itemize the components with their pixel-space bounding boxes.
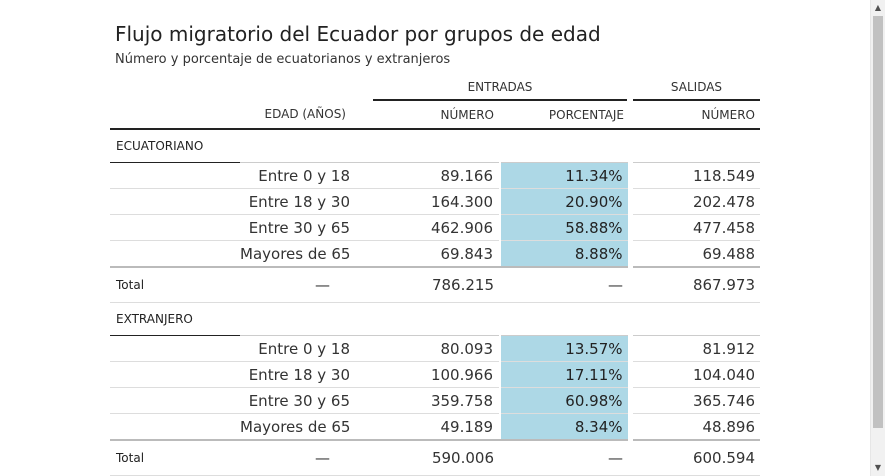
entradas-numero-cell: 80.093 <box>370 335 500 362</box>
entradas-numero-cell: 359.758 <box>370 387 500 414</box>
age-group-cell: Entre 18 y 30 <box>240 361 370 388</box>
entradas-porcentaje-cell: 58.88% <box>499 214 633 241</box>
total-porcentaje-dash: — <box>500 267 630 303</box>
total-porcentaje-dash: — <box>500 440 630 476</box>
entradas-porcentaje-cell: 8.34% <box>499 413 633 441</box>
entradas-numero-cell: 49.189 <box>370 413 500 441</box>
salidas-numero-cell: 48.896 <box>630 413 760 441</box>
total-salidas-cell: 600.594 <box>630 440 760 476</box>
salidas-numero-cell: 81.912 <box>630 335 760 362</box>
column-header-row: EDAD (AÑOS) NÚMERO PORCENTAJE NÚMERO <box>110 100 760 130</box>
salidas-numero-cell: 118.549 <box>630 162 760 189</box>
salidas-numero-cell: 104.040 <box>630 361 760 388</box>
entradas-porcentaje-cell: 11.34% <box>499 162 633 189</box>
entradas-numero-cell: 462.906 <box>370 214 500 241</box>
page-subtitle: Número y porcentaje de ecuatorianos y ex… <box>115 52 451 67</box>
empty-cell <box>110 240 240 268</box>
scroll-down-arrow-icon[interactable]: ▼ <box>874 463 882 472</box>
empty-cell <box>110 214 240 241</box>
migration-table: ENTRADAS SALIDAS EDAD (AÑOS) NÚMERO PORC… <box>110 74 760 476</box>
entradas-numero-cell: 69.843 <box>370 240 500 268</box>
edad-column-header: EDAD (AÑOS) <box>240 100 370 130</box>
scroll-up-arrow-icon[interactable]: ▲ <box>874 3 882 12</box>
group-header-row: ENTRADAS SALIDAS <box>110 74 760 101</box>
section-label: ECUATORIANO <box>110 129 240 163</box>
age-group-cell: Mayores de 65 <box>240 240 370 268</box>
total-age-dash: — <box>240 267 370 303</box>
salidas-numero-cell: 202.478 <box>630 188 760 215</box>
vertical-scrollbar[interactable]: ▲ ▼ <box>870 0 885 476</box>
table-row: Entre 18 y 30 100.966 17.11% 104.040 <box>110 361 760 388</box>
total-salidas-cell: 867.973 <box>630 267 760 303</box>
table-row: Entre 0 y 18 80.093 13.57% 81.912 <box>110 335 760 362</box>
empty-cell <box>240 302 760 336</box>
table-row: Mayores de 65 69.843 8.88% 69.488 <box>110 240 760 268</box>
section-header-row: EXTRANJERO <box>110 302 760 336</box>
salidas-numero-column-header: NÚMERO <box>630 100 760 130</box>
entradas-porcentaje-cell: 13.57% <box>499 335 633 362</box>
total-age-dash: — <box>240 440 370 476</box>
empty-cell <box>110 413 240 441</box>
entradas-porcentaje-cell: 20.90% <box>499 188 633 215</box>
entradas-numero-cell: 100.966 <box>370 361 500 388</box>
total-row: Total —590.006—600.594 <box>110 440 760 476</box>
entradas-numero-cell: 164.300 <box>370 188 500 215</box>
age-group-cell: Entre 18 y 30 <box>240 188 370 215</box>
empty-cell <box>110 100 240 130</box>
salidas-group-header: SALIDAS <box>627 74 760 101</box>
age-group-cell: Entre 0 y 18 <box>240 162 370 189</box>
porcentaje-column-header: PORCENTAJE <box>500 100 630 130</box>
total-entradas-cell: 786.215 <box>370 267 500 303</box>
table-row: Entre 0 y 18 89.166 11.34% 118.549 <box>110 162 760 189</box>
section-label: EXTRANJERO <box>110 302 240 336</box>
empty-cell <box>110 188 240 215</box>
empty-cell <box>110 361 240 388</box>
table-row: Mayores de 65 49.189 8.34% 48.896 <box>110 413 760 441</box>
total-label: Total <box>110 267 240 303</box>
table-row: Entre 30 y 65 462.906 58.88% 477.458 <box>110 214 760 241</box>
entradas-porcentaje-cell: 8.88% <box>499 240 633 268</box>
age-group-cell: Mayores de 65 <box>240 413 370 441</box>
numero-column-header: NÚMERO <box>370 100 500 130</box>
page-title: Flujo migratorio del Ecuador por grupos … <box>115 22 601 46</box>
empty-cell <box>110 74 240 100</box>
total-label: Total <box>110 440 240 476</box>
salidas-numero-cell: 69.488 <box>630 240 760 268</box>
age-group-cell: Entre 30 y 65 <box>240 214 370 241</box>
entradas-porcentaje-cell: 17.11% <box>499 361 633 388</box>
total-entradas-cell: 590.006 <box>370 440 500 476</box>
entradas-group-header: ENTRADAS <box>367 74 630 101</box>
salidas-numero-cell: 477.458 <box>630 214 760 241</box>
empty-cell <box>110 162 240 189</box>
scrollbar-thumb[interactable] <box>873 16 883 428</box>
table-row: Entre 30 y 65 359.758 60.98% 365.746 <box>110 387 760 414</box>
table-row: Entre 18 y 30 164.300 20.90% 202.478 <box>110 188 760 215</box>
age-group-cell: Entre 0 y 18 <box>240 335 370 362</box>
empty-cell <box>240 74 370 100</box>
empty-cell <box>110 335 240 362</box>
entradas-porcentaje-cell: 60.98% <box>499 387 633 414</box>
entradas-numero-cell: 89.166 <box>370 162 500 189</box>
empty-cell <box>240 129 760 163</box>
total-row: Total —786.215—867.973 <box>110 267 760 303</box>
salidas-numero-cell: 365.746 <box>630 387 760 414</box>
empty-cell <box>110 387 240 414</box>
age-group-cell: Entre 30 y 65 <box>240 387 370 414</box>
section-header-row: ECUATORIANO <box>110 129 760 163</box>
